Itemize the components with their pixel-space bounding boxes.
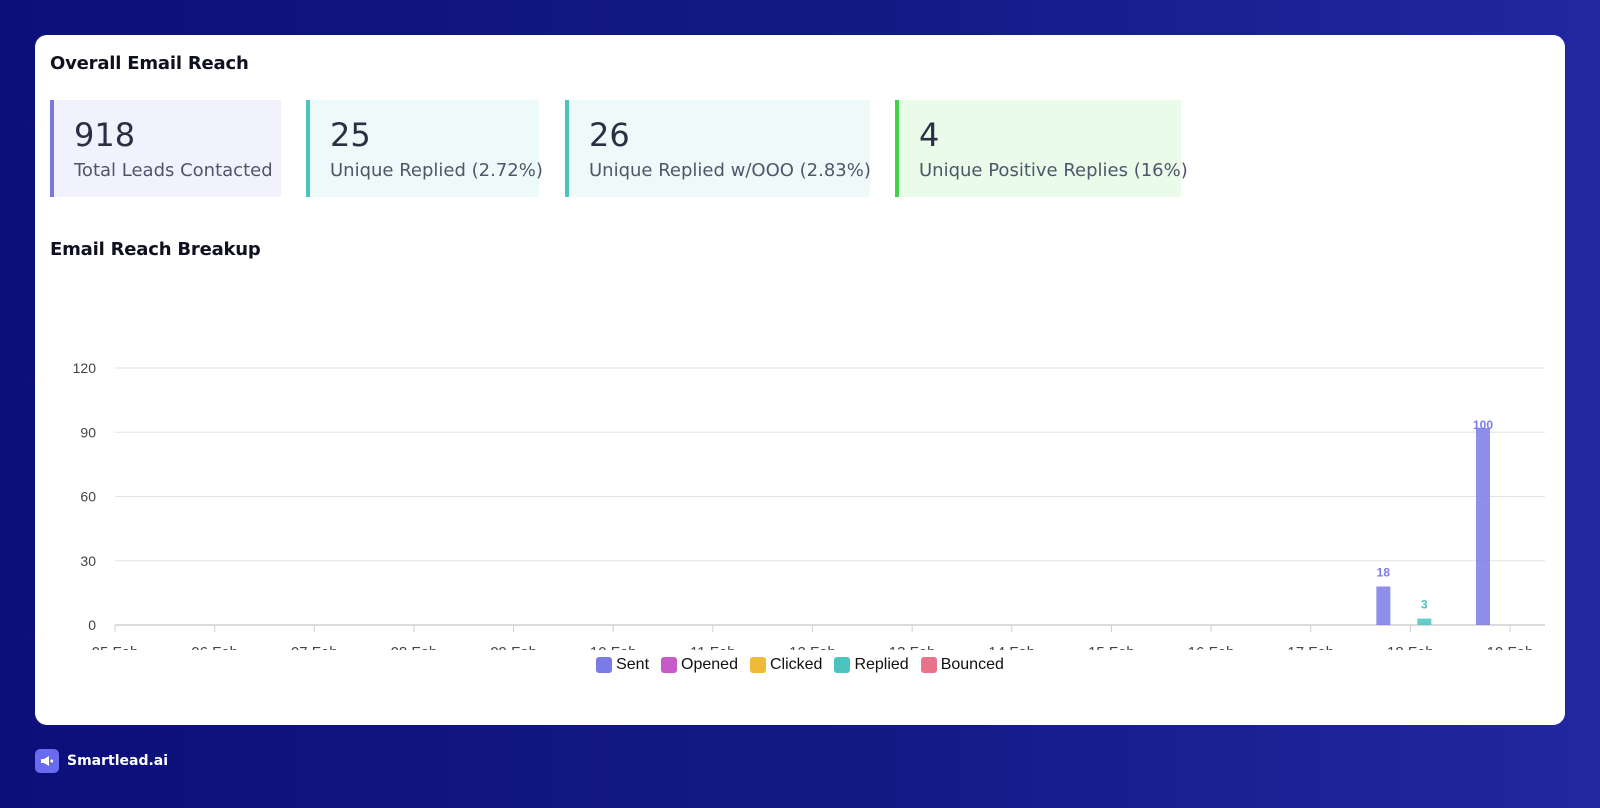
legend-item-replied[interactable]: Replied xyxy=(834,656,909,674)
legend-item-sent[interactable]: Sent xyxy=(596,656,649,674)
y-tick-label: 0 xyxy=(88,617,96,633)
x-tick-label: 11 Feb xyxy=(690,644,736,650)
legend-swatch xyxy=(596,657,613,673)
legend-item-bounced[interactable]: Bounced xyxy=(920,656,1004,674)
x-tick-label: 13 Feb xyxy=(889,644,936,650)
legend-label: Clicked xyxy=(769,656,823,673)
legend-swatch xyxy=(749,657,766,673)
x-tick-label: 10 Feb xyxy=(590,644,637,650)
x-tick-label: 18 Feb xyxy=(1387,644,1434,650)
bar-replied xyxy=(1417,618,1432,625)
x-tick-label: 16 Feb xyxy=(1188,644,1235,650)
x-tick-label: 06 Feb xyxy=(191,644,238,650)
stat-unique-replied-label: Unique Replied (2.72%) xyxy=(330,160,543,181)
x-tick-label: 09 Feb xyxy=(490,644,537,650)
legend-label: Opened xyxy=(681,656,738,673)
x-tick-label: 05 Feb xyxy=(92,644,139,650)
stat-unique-replied-ooo-label: Unique Replied w/OOO (2.83%) xyxy=(589,160,871,181)
stat-total-leads-label: Total Leads Contacted xyxy=(74,160,273,181)
overall-email-reach-title: Overall Email Reach xyxy=(50,53,249,74)
email-reach-chart: 0 30 60 90 120 05 Feb 06 Feb 07 Feb 08 Feb 09 Feb… xyxy=(73,360,1545,650)
x-tick-label: 17 Feb xyxy=(1287,644,1334,650)
x-tick-label: 08 Feb xyxy=(391,644,438,650)
data-label-replied: 3 xyxy=(1421,598,1428,612)
stat-positive-replies-value: 4 xyxy=(919,116,940,154)
data-label-sent: 100 xyxy=(1473,418,1493,432)
stat-positive-replies: 4 Unique Positive Replies (16%) xyxy=(895,100,1188,197)
brand-name: Smartlead.ai xyxy=(67,753,169,769)
stat-unique-replied: 25 Unique Replied (2.72%) xyxy=(306,100,543,197)
email-reach-card: Overall Email Reach 918 Total Leads Cont… xyxy=(35,35,1565,725)
data-label-sent: 18 xyxy=(1377,565,1391,579)
x-tick-label: 19 Feb xyxy=(1487,644,1534,650)
x-tick-label: 15 Feb xyxy=(1088,644,1135,650)
brand: Smartlead.ai xyxy=(35,749,168,773)
x-tick-label: 14 Feb xyxy=(988,644,1035,650)
legend-label: Replied xyxy=(854,656,909,673)
bar-sent xyxy=(1376,586,1391,625)
x-tick-label: 07 Feb xyxy=(291,644,338,650)
megaphone-icon xyxy=(35,749,59,773)
stat-total-leads: 918 Total Leads Contacted xyxy=(50,100,281,197)
chart-legend: Sent Opened Clicked Replied Bounced xyxy=(35,656,1565,674)
email-reach-breakup-title: Email Reach Breakup xyxy=(50,239,261,260)
x-tick-label: 12 Feb xyxy=(789,644,836,650)
y-tick-label: 90 xyxy=(80,424,96,440)
y-tick-label: 120 xyxy=(73,360,97,376)
legend-swatch xyxy=(920,657,937,673)
legend-swatch xyxy=(834,657,851,673)
stat-total-leads-value: 918 xyxy=(74,116,136,154)
legend-item-opened[interactable]: Opened xyxy=(661,656,738,674)
bar-sent xyxy=(1476,427,1490,625)
legend-label: Sent xyxy=(616,656,650,673)
legend-label: Bounced xyxy=(940,656,1004,673)
stat-unique-replied-ooo: 26 Unique Replied w/OOO (2.83%) xyxy=(565,100,871,197)
legend-swatch xyxy=(661,657,678,673)
legend-item-clicked[interactable]: Clicked xyxy=(749,656,823,674)
y-tick-label: 60 xyxy=(80,489,96,505)
y-tick-label: 30 xyxy=(80,553,96,569)
stat-unique-replied-ooo-value: 26 xyxy=(589,116,630,154)
stat-unique-replied-value: 25 xyxy=(330,116,371,154)
stat-positive-replies-label: Unique Positive Replies (16%) xyxy=(919,160,1188,181)
